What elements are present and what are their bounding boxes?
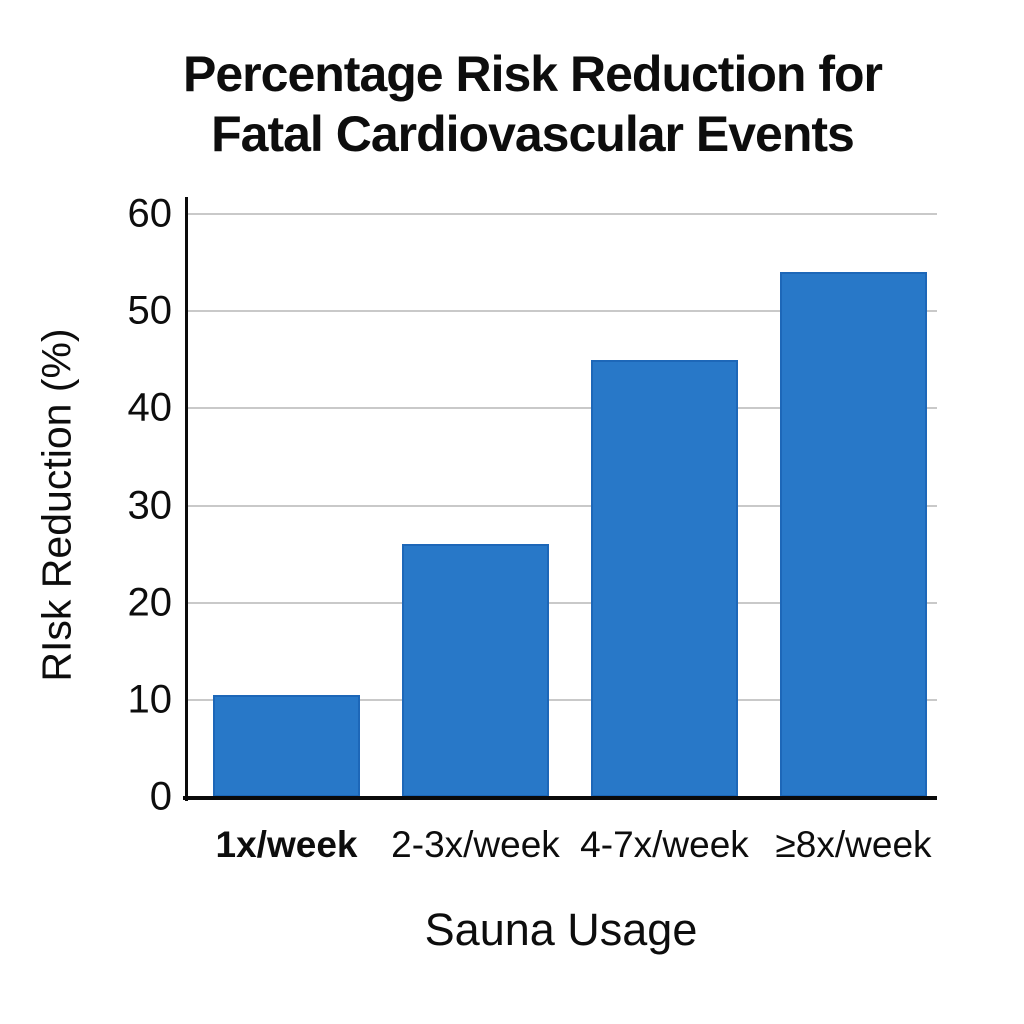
gridline-y-50 — [186, 310, 937, 313]
gridline-y-30 — [186, 504, 937, 507]
bar-2-3x/week — [402, 544, 549, 797]
bar-1x/week — [213, 694, 360, 797]
chart-title-line-1: Percentage Risk Reduction for — [183, 46, 883, 102]
y-tick-label-50: 50 — [127, 288, 173, 333]
chart-title-line-2: Fatal Cardiovascular Events — [211, 106, 855, 162]
y-tick-label-40: 40 — [127, 385, 173, 430]
bar-≥8x/week — [780, 272, 927, 797]
y-axis-line — [184, 197, 188, 801]
x-tick-label-4-7x/week: 4-7x/week — [580, 824, 749, 865]
x-axis-line — [183, 796, 937, 800]
bar-4-7x/week — [591, 359, 738, 797]
x-tick-label-≥8x/week: ≥8x/week — [775, 824, 932, 865]
x-tick-label-2-3x/week: 2-3x/week — [391, 824, 560, 865]
y-tick-label-20: 20 — [127, 580, 173, 625]
y-tick-label-0: 0 — [149, 774, 172, 819]
x-axis-label: Sauna Usage — [424, 904, 698, 955]
gridline-y-40 — [186, 407, 937, 410]
chart-title: Percentage Risk Reduction for Fatal Card… — [40, 44, 1024, 164]
y-tick-label-10: 10 — [127, 677, 173, 722]
y-tick-label-60: 60 — [127, 191, 173, 236]
gridline-y-10 — [186, 698, 937, 701]
gridline-y-20 — [186, 601, 937, 604]
gridline-y-60 — [186, 213, 937, 215]
y-tick-label-30: 30 — [127, 483, 173, 527]
x-tick-label-1x/week: 1x/week — [215, 824, 358, 865]
